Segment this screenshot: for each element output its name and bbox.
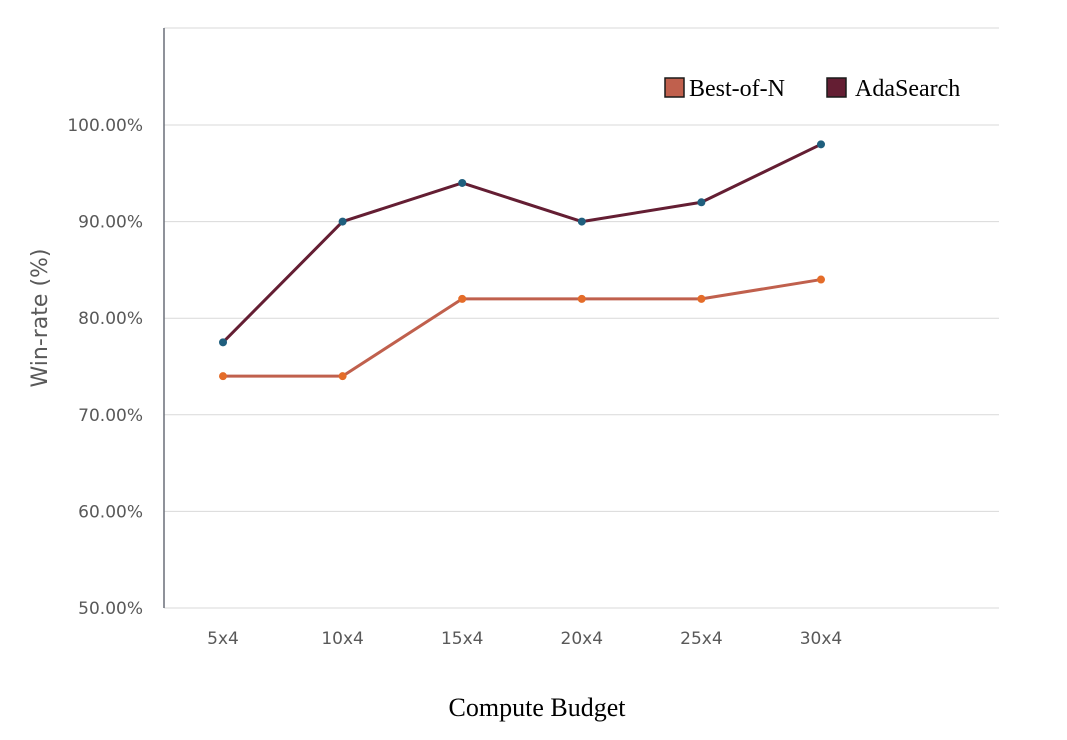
x-axis-label: Compute Budget xyxy=(449,693,627,722)
legend-swatch xyxy=(826,77,847,98)
data-point xyxy=(458,294,467,303)
data-point xyxy=(697,294,706,303)
x-tick-label: 10x4 xyxy=(321,629,364,649)
legend-label: AdaSearch xyxy=(855,76,960,102)
series-line-best-of-n xyxy=(223,278,822,378)
y-tick-label: 60.00% xyxy=(78,502,143,522)
x-tick-label: 25x4 xyxy=(680,629,723,649)
legend: Best-of-N AdaSearch xyxy=(664,76,960,102)
data-point xyxy=(458,178,467,187)
x-tick-label: 15x4 xyxy=(441,629,484,649)
y-tick-label: 70.00% xyxy=(78,406,143,426)
x-tick-label: 5x4 xyxy=(207,629,239,649)
data-point xyxy=(219,372,227,381)
x-tick-label: 20x4 xyxy=(561,629,604,649)
x-tick-labels: 5x4 10x4 15x4 20x4 25x4 30x4 xyxy=(207,629,842,649)
data-point xyxy=(817,275,825,284)
data-point xyxy=(219,338,227,347)
legend-label: Best-of-N xyxy=(689,76,785,102)
data-point xyxy=(577,294,586,303)
series-line-adasearch xyxy=(221,142,822,344)
y-tick-labels: 50.00% 60.00% 70.00% 80.00% 90.00% 100.00% xyxy=(67,116,143,619)
y-tick-label: 80.00% xyxy=(78,309,143,329)
y-tick-label: 90.00% xyxy=(78,213,143,233)
y-tick-label: 50.00% xyxy=(78,599,143,619)
data-point xyxy=(338,217,347,226)
y-axis-label: Win-rate (%) xyxy=(28,248,53,387)
legend-swatch xyxy=(664,77,685,98)
gridlines xyxy=(164,27,999,609)
data-point xyxy=(697,198,706,207)
data-point xyxy=(577,217,586,226)
y-tick-label: 100.00% xyxy=(67,116,143,136)
series-group xyxy=(219,140,825,381)
x-tick-label: 30x4 xyxy=(800,629,843,649)
data-point xyxy=(338,372,347,381)
data-point xyxy=(817,140,825,149)
